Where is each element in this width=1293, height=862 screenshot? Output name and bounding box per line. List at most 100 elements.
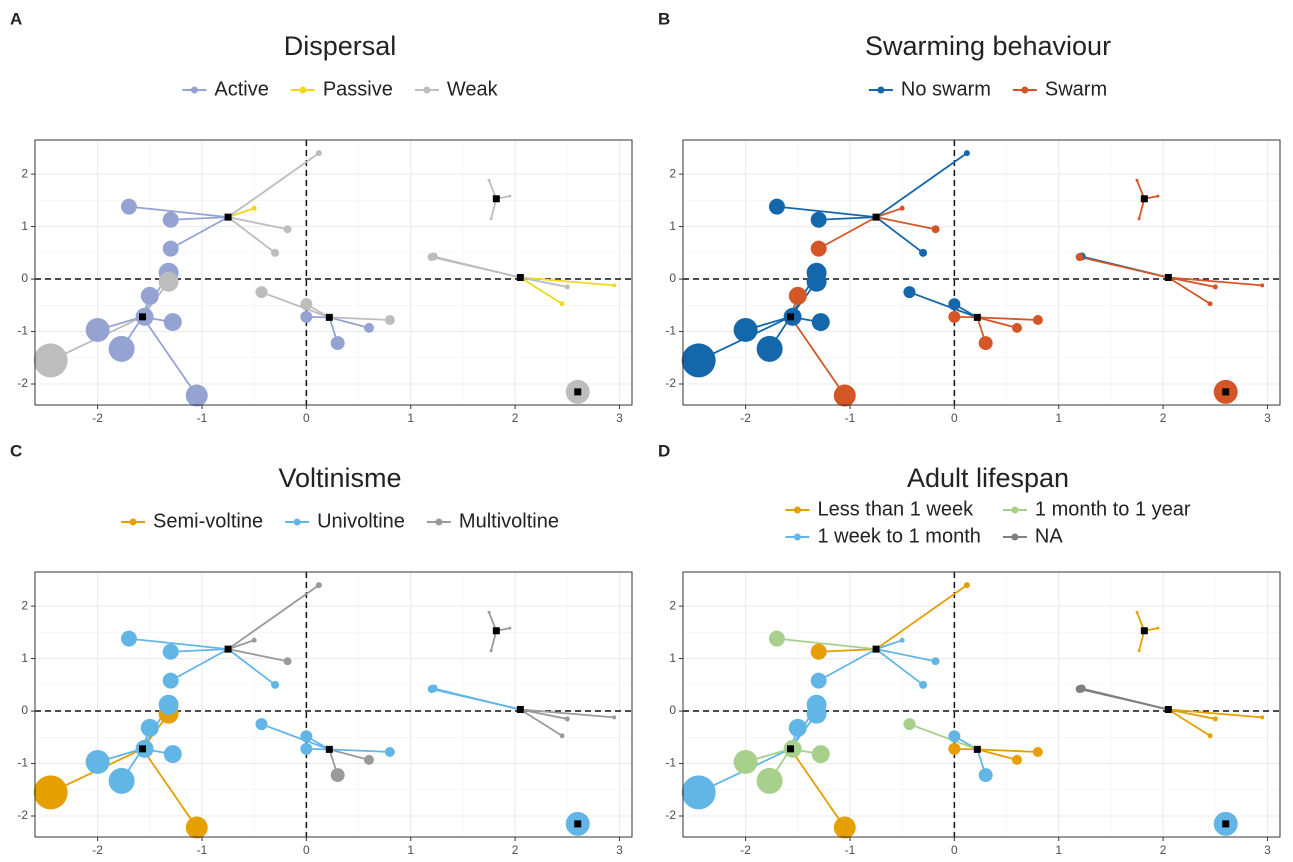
spider-line — [329, 316, 370, 329]
y-tick-label: -1 — [665, 324, 676, 338]
y-tick-label: -2 — [17, 808, 28, 822]
point — [564, 284, 570, 290]
spider-line — [875, 216, 924, 254]
x-tick-label: 2 — [512, 843, 519, 857]
point — [315, 582, 322, 589]
spider-line — [170, 648, 229, 682]
point — [919, 680, 928, 689]
spider-line — [977, 748, 1038, 753]
point — [811, 313, 830, 332]
point — [810, 211, 827, 228]
spider-line — [520, 276, 568, 288]
point — [788, 718, 807, 737]
panel-label: D — [658, 441, 670, 460]
spider-line — [227, 648, 288, 663]
legend-label: 1 week to 1 month — [817, 525, 980, 547]
y-tick-label: 2 — [21, 598, 28, 612]
spider-line — [519, 708, 563, 737]
point — [487, 178, 491, 182]
point — [1135, 610, 1139, 614]
point — [1032, 314, 1043, 325]
point — [162, 240, 179, 257]
spider-line — [977, 316, 1018, 329]
legend-key-dot — [1011, 506, 1019, 514]
y-tick-label: -1 — [17, 324, 28, 338]
centroid — [325, 313, 333, 321]
point — [612, 283, 617, 288]
point — [140, 718, 159, 737]
legend-item: Passive — [290, 78, 393, 100]
spider-line — [1167, 276, 1211, 305]
point — [271, 248, 280, 257]
spider-line — [261, 723, 330, 751]
spider-line — [520, 708, 568, 720]
y-tick-label: 1 — [669, 651, 676, 665]
spider-line — [227, 648, 276, 686]
point — [384, 746, 395, 757]
point — [931, 225, 940, 234]
point — [85, 749, 110, 774]
point — [768, 630, 785, 647]
x-tick-label: 1 — [407, 843, 414, 857]
point — [33, 343, 68, 378]
point — [255, 718, 268, 731]
centroid — [224, 213, 232, 221]
point — [733, 749, 758, 774]
spider-line — [170, 216, 229, 221]
spider-line — [261, 291, 330, 319]
spider-line — [227, 216, 276, 254]
spider-line — [1168, 276, 1263, 287]
spider-line — [433, 687, 521, 711]
panel-label: C — [10, 441, 22, 460]
x-tick-label: -1 — [197, 843, 208, 857]
point — [1156, 626, 1160, 630]
point — [489, 649, 493, 653]
legend: No swarm Swarm — [868, 78, 1107, 100]
legend-key-dot — [293, 518, 301, 526]
x-tick-label: 0 — [303, 411, 310, 425]
legend: Less than 1 week 1 week to 1 month 1 month… — [785, 498, 1191, 547]
point — [330, 336, 345, 351]
point — [363, 754, 374, 765]
point — [1011, 322, 1022, 333]
legend-key-dot — [129, 518, 137, 526]
legend-key-dot — [190, 86, 198, 94]
point — [931, 657, 940, 666]
legend-label: Active — [214, 78, 268, 100]
point — [384, 314, 395, 325]
point — [756, 335, 783, 362]
spider-line — [1081, 687, 1169, 711]
point — [1137, 217, 1141, 221]
chart-title: Adult lifespan — [907, 463, 1069, 493]
spider-line — [1168, 276, 1216, 288]
legend-key-dot — [1011, 533, 1019, 541]
legend-key-dot — [793, 533, 801, 541]
point — [140, 286, 159, 305]
x-tick-label: 1 — [1055, 411, 1062, 425]
legend-item: 1 week to 1 month — [785, 525, 981, 547]
y-tick-label: -2 — [17, 376, 28, 390]
legend: Semi-voltine Univoltine Multivoltine — [121, 510, 559, 532]
spider-line — [789, 748, 846, 829]
legend-key-dot — [1021, 86, 1029, 94]
spider-line — [520, 708, 615, 719]
point — [300, 730, 313, 743]
legend-key-dot — [423, 86, 431, 94]
legend-label: Less than 1 week — [817, 498, 974, 520]
spider-line — [875, 207, 903, 218]
point — [271, 680, 280, 689]
point — [158, 694, 179, 715]
point — [948, 298, 961, 311]
centroid — [516, 705, 524, 713]
y-tick-label: 0 — [669, 703, 676, 717]
point — [429, 684, 438, 693]
point — [1260, 283, 1265, 288]
x-tick-label: 3 — [1264, 411, 1271, 425]
point — [559, 733, 565, 739]
point — [300, 298, 313, 311]
point — [1135, 178, 1139, 182]
centroid — [1222, 388, 1230, 396]
y-tick-label: 2 — [669, 166, 676, 180]
centroid — [139, 745, 147, 753]
